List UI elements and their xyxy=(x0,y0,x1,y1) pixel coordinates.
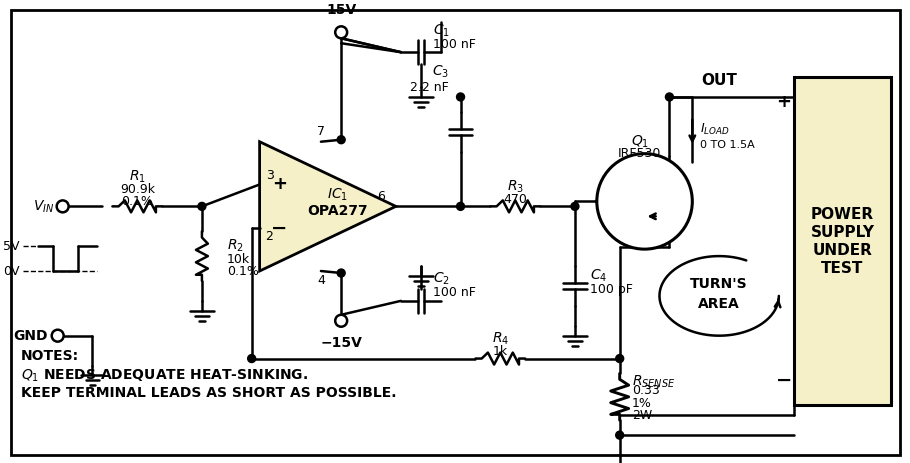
Text: NOTES:: NOTES: xyxy=(21,349,79,363)
Circle shape xyxy=(597,154,693,249)
Text: SUPPLY: SUPPLY xyxy=(811,225,875,240)
Text: 2: 2 xyxy=(266,230,274,243)
Text: 2.2 nF: 2.2 nF xyxy=(410,81,449,94)
Text: $Q_1$: $Q_1$ xyxy=(631,133,649,150)
Circle shape xyxy=(335,315,347,327)
Text: $V_{IN}$: $V_{IN}$ xyxy=(34,198,55,214)
Text: $C_1$: $C_1$ xyxy=(432,22,450,38)
Text: 4: 4 xyxy=(317,275,325,288)
Text: 10k: 10k xyxy=(227,253,250,266)
Text: 100 pF: 100 pF xyxy=(590,283,632,296)
Text: 100 nF: 100 nF xyxy=(432,38,476,51)
Polygon shape xyxy=(259,142,396,271)
Text: 6: 6 xyxy=(377,190,385,203)
Text: +: + xyxy=(776,93,792,111)
Text: GND: GND xyxy=(14,329,47,343)
Circle shape xyxy=(338,269,345,277)
Text: $R_1$: $R_1$ xyxy=(129,169,146,185)
Text: −: − xyxy=(271,219,288,238)
Circle shape xyxy=(571,202,579,210)
Text: 90.9k: 90.9k xyxy=(120,183,155,196)
Bar xyxy=(794,77,891,405)
Text: $C_4$: $C_4$ xyxy=(590,268,607,284)
Text: +: + xyxy=(272,175,287,194)
Text: $R_3$: $R_3$ xyxy=(507,178,524,194)
Text: AREA: AREA xyxy=(698,297,740,311)
Text: $R_{SENSE}$: $R_{SENSE}$ xyxy=(632,374,675,390)
Circle shape xyxy=(338,136,345,144)
Text: 1k: 1k xyxy=(493,345,508,358)
Circle shape xyxy=(665,93,673,101)
Text: 7: 7 xyxy=(317,125,325,138)
Text: 0.1%: 0.1% xyxy=(227,264,258,277)
Text: TEST: TEST xyxy=(822,261,864,275)
Text: 0 TO 1.5A: 0 TO 1.5A xyxy=(701,140,755,150)
Text: 2W: 2W xyxy=(632,409,652,422)
Circle shape xyxy=(457,93,464,101)
Circle shape xyxy=(198,202,206,210)
Text: IRF530: IRF530 xyxy=(618,147,662,160)
Text: 470: 470 xyxy=(503,193,527,206)
Text: KEEP TERMINAL LEADS AS SHORT AS POSSIBLE.: KEEP TERMINAL LEADS AS SHORT AS POSSIBLE… xyxy=(21,386,397,400)
Circle shape xyxy=(616,431,623,439)
Text: −: − xyxy=(775,371,792,390)
Text: TURN'S: TURN'S xyxy=(691,277,748,291)
Text: $C_3$: $C_3$ xyxy=(431,64,449,80)
Text: $R_2$: $R_2$ xyxy=(227,238,244,254)
Text: UNDER: UNDER xyxy=(813,243,873,257)
Circle shape xyxy=(457,202,464,210)
Text: $R_4$: $R_4$ xyxy=(491,331,509,347)
Text: −15V: −15V xyxy=(320,336,362,350)
Text: 15V: 15V xyxy=(326,3,357,18)
Circle shape xyxy=(616,355,623,363)
Text: $Q_1$ NEEDS ADEQUATE HEAT-SINKING.: $Q_1$ NEEDS ADEQUATE HEAT-SINKING. xyxy=(21,367,308,384)
Text: POWER: POWER xyxy=(811,207,875,222)
Text: OUT: OUT xyxy=(702,73,737,88)
Text: 100 nF: 100 nF xyxy=(432,287,476,300)
Circle shape xyxy=(335,26,347,38)
Text: 1%: 1% xyxy=(632,397,652,410)
Text: $C_2$: $C_2$ xyxy=(432,271,450,287)
Text: 0.1%: 0.1% xyxy=(121,195,153,208)
Text: 0.33: 0.33 xyxy=(632,384,660,397)
Text: OPA277: OPA277 xyxy=(308,204,368,219)
Circle shape xyxy=(248,355,256,363)
Circle shape xyxy=(56,200,68,213)
Circle shape xyxy=(52,330,64,342)
Text: $IC_1$: $IC_1$ xyxy=(328,186,349,203)
Text: $I_{LOAD}$: $I_{LOAD}$ xyxy=(701,122,730,138)
Text: 0V: 0V xyxy=(4,264,20,277)
Text: 5V: 5V xyxy=(4,240,20,253)
Text: 3: 3 xyxy=(266,169,274,182)
